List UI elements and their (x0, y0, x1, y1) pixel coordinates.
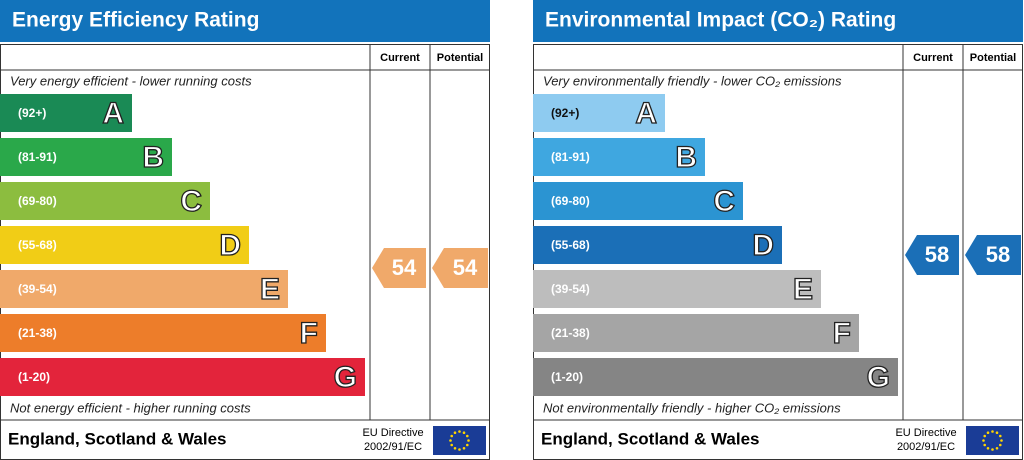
rating-value: 54 (392, 255, 417, 280)
flag-star (991, 430, 994, 433)
region: England, Scotland & Wales (8, 429, 227, 448)
region: England, Scotland & Wales (541, 429, 760, 448)
band-letter: D (752, 229, 774, 262)
flag-star (453, 431, 457, 435)
rating-band (533, 182, 743, 220)
band-letter: E (793, 273, 813, 306)
band-letter: G (867, 361, 890, 394)
flag-star (986, 431, 990, 435)
band-letter: C (180, 185, 202, 218)
rating-arrow (432, 248, 488, 288)
bottom-note: Not energy efficient - higher running co… (10, 400, 251, 415)
column-header: Current (913, 52, 953, 64)
rating-value: 54 (453, 255, 478, 280)
band-letter: B (675, 141, 697, 174)
band-letter: C (713, 185, 735, 218)
rating-band (0, 358, 365, 396)
directive-code: 2002/91/EC (897, 441, 955, 453)
flag-star (462, 446, 466, 450)
directive: EU Directive (362, 427, 423, 439)
top-note: Very energy efficient - lower running co… (10, 73, 252, 88)
band-letter: A (102, 97, 124, 130)
rating-band (533, 358, 898, 396)
rating-band (533, 226, 782, 264)
band-range: (21-38) (551, 326, 590, 340)
flag-star (986, 446, 990, 450)
band-letter: E (260, 273, 280, 306)
flag-star (995, 446, 999, 450)
rating-value: 58 (925, 242, 949, 267)
band-range: (55-68) (551, 238, 590, 252)
band-range: (39-54) (551, 282, 590, 296)
band-range: (55-68) (18, 238, 57, 252)
column-header: Potential (970, 52, 1016, 64)
band-range: (1-20) (18, 370, 50, 384)
flag-star (995, 431, 999, 435)
flag-star (991, 448, 994, 451)
title-bar (0, 0, 490, 42)
rating-band (0, 270, 288, 308)
band-range: (39-54) (18, 282, 57, 296)
rating-band (0, 94, 132, 132)
rating-value: 58 (986, 242, 1010, 267)
rating-band (0, 226, 249, 264)
bottom-note: Not environmentally friendly - higher CO… (543, 400, 841, 415)
rating-band (533, 314, 859, 352)
flag-star (453, 446, 457, 450)
flag-star (458, 430, 461, 433)
rating-band (533, 94, 665, 132)
rating-arrow (372, 248, 426, 288)
directive-code: 2002/91/EC (364, 441, 422, 453)
title-bar (533, 0, 1023, 42)
top-note: Very environmentally friendly - lower CO… (543, 73, 842, 88)
flag-star (450, 443, 454, 447)
flag-star (450, 434, 454, 438)
rating-band (0, 138, 172, 176)
rating-arrow (905, 235, 959, 275)
column-header: Current (380, 52, 420, 64)
flag-star (458, 448, 461, 451)
band-letter: D (219, 229, 241, 262)
flag-star (465, 434, 469, 438)
panel-title: Energy Efficiency Rating (12, 9, 259, 32)
band-range: (69-80) (551, 194, 590, 208)
rating-band (533, 270, 821, 308)
band-letter: F (300, 317, 318, 350)
rating-band (0, 314, 326, 352)
rating-band (533, 138, 705, 176)
band-range: (81-91) (18, 150, 57, 164)
band-range: (21-38) (18, 326, 57, 340)
directive: EU Directive (895, 427, 956, 439)
flag-star (467, 439, 470, 442)
band-letter: G (334, 361, 357, 394)
band-letter: A (635, 97, 657, 130)
band-range: (92+) (551, 106, 579, 120)
band-range: (81-91) (551, 150, 590, 164)
flag-star (462, 431, 466, 435)
panel-title: Environmental Impact (CO₂) Rating (545, 9, 896, 32)
flag-star (983, 434, 987, 438)
band-letter: F (833, 317, 851, 350)
band-letter: B (142, 141, 164, 174)
band-range: (69-80) (18, 194, 57, 208)
flag-star (1000, 439, 1003, 442)
flag-star (998, 434, 1002, 438)
flag-star (982, 439, 985, 442)
flag-star (983, 443, 987, 447)
rating-arrow (965, 235, 1021, 275)
rating-band (0, 182, 210, 220)
flag-star (465, 443, 469, 447)
band-range: (1-20) (551, 370, 583, 384)
flag-star (998, 443, 1002, 447)
band-range: (92+) (18, 106, 46, 120)
column-header: Potential (437, 52, 483, 64)
flag-star (449, 439, 452, 442)
